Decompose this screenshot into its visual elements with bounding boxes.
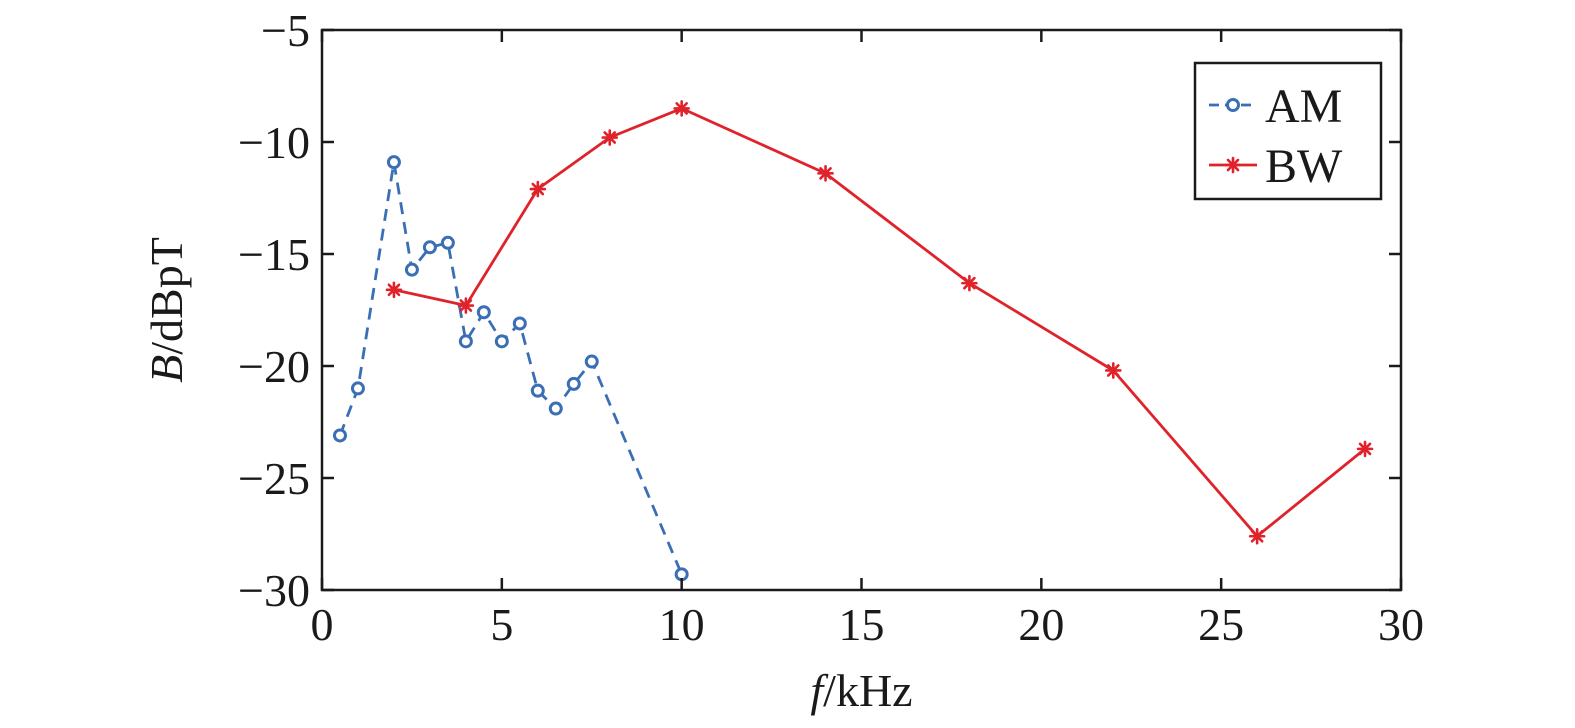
data-point-am: [440, 235, 455, 250]
data-point-bw: [385, 281, 403, 299]
data-point-am: [566, 376, 581, 391]
series-am: [332, 155, 689, 582]
legend-label-am: AM: [1265, 80, 1342, 133]
y-tick-label: −5: [261, 5, 310, 56]
y-tick-label: −25: [238, 453, 310, 504]
y-axis-label-unit: /dBpT: [141, 237, 192, 355]
data-point-am: [350, 381, 365, 396]
y-tick-label: −15: [238, 229, 310, 280]
data-point-bw: [529, 180, 547, 198]
series-line-am: [338, 160, 683, 575]
data-point-bw: [601, 129, 619, 146]
data-point-am: [404, 262, 419, 277]
data-point-bw: [1356, 440, 1374, 458]
legend-box: [1193, 61, 1383, 201]
data-point-am: [476, 305, 491, 320]
legend-marker-am: [1226, 98, 1240, 112]
legend-entry-bw: BW: [1209, 140, 1343, 193]
x-tick-label: 10: [659, 599, 705, 650]
y-tick-label: −30: [238, 565, 310, 616]
data-point-bw: [817, 165, 834, 182]
legend-entry-am: AM: [1209, 80, 1342, 133]
series-line-bw: [393, 107, 1366, 538]
x-tick-label: 30: [1378, 599, 1424, 650]
data-point-bw: [1248, 527, 1266, 545]
y-tick-label: −10: [238, 117, 310, 168]
data-point-am: [332, 428, 347, 443]
y-tick-label: −20: [238, 341, 310, 392]
x-axis-label-unit: /kHz: [823, 665, 912, 716]
data-point-bw: [1104, 362, 1122, 379]
data-point-bw: [457, 297, 475, 314]
data-point-am: [458, 334, 473, 349]
legend-label-bw: BW: [1265, 140, 1343, 193]
data-point-am: [494, 334, 509, 349]
x-axis-label: f/kHz: [810, 665, 912, 716]
series-bw: [385, 100, 1374, 545]
x-tick-label: 0: [311, 599, 334, 650]
y-axis-label: B/dBpT: [141, 237, 192, 383]
data-point-am: [530, 383, 545, 398]
data-point-am: [584, 354, 599, 369]
data-point-am: [548, 401, 563, 416]
y-axis-label-symbol: B: [141, 355, 192, 383]
data-point-am: [386, 155, 401, 170]
data-point-am: [512, 316, 527, 331]
legend: AM BW: [1193, 61, 1383, 201]
data-point-bw: [961, 274, 978, 292]
series-layer: [332, 100, 1374, 582]
data-point-bw: [673, 100, 690, 117]
x-tick-label: 15: [839, 599, 885, 650]
legend-marker-bw: [1224, 156, 1242, 174]
x-tick-label: 20: [1018, 599, 1064, 650]
x-tick-label: 5: [490, 599, 513, 650]
ticks-layer: 0 5 10 15 20 25 30 −5 −10 −15 −20 −25 −30: [238, 5, 1424, 650]
x-tick-label: 25: [1198, 599, 1244, 650]
data-point-am: [422, 240, 437, 255]
